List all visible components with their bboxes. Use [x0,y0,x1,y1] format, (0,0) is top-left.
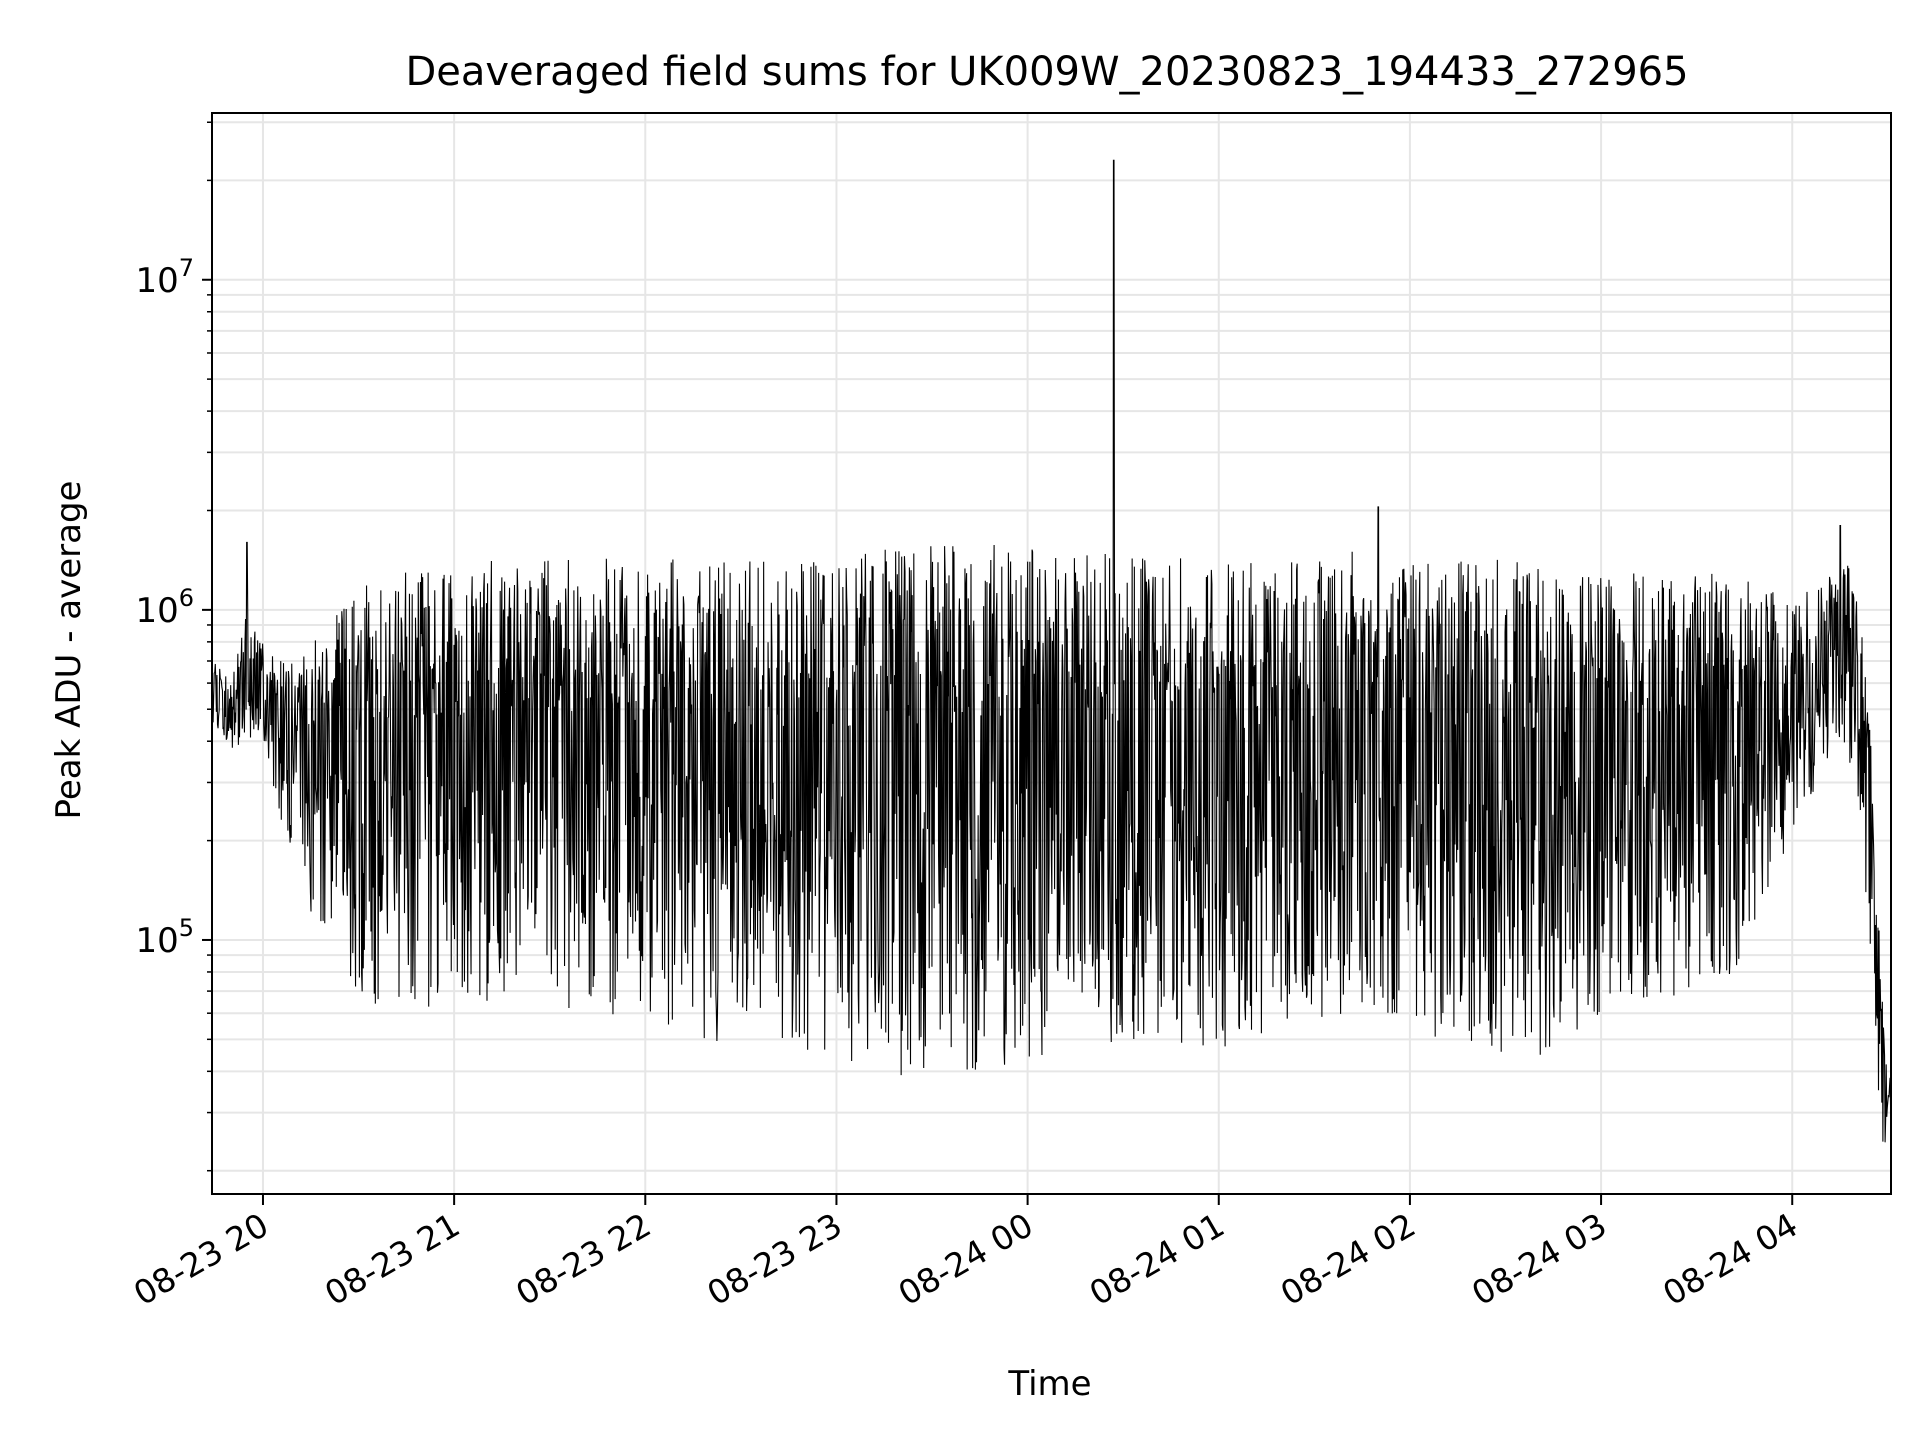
y-axis-label: Peak ADU - average [49,481,89,820]
y-tick-label: 105 [135,914,194,961]
y-tick-exponent: 6 [179,584,194,612]
y-tick-base: 10 [135,261,178,301]
y-tick-exponent: 5 [179,914,194,942]
data-layer [211,159,1892,1143]
y-tick-label: 107 [135,254,194,301]
y-tick-base: 10 [135,591,178,631]
x-axis-label: Time [1007,1364,1091,1404]
data-series-line [211,159,1892,1143]
y-tick-base: 10 [135,921,178,961]
plot-frame [211,112,1892,1195]
y-tick-label: 106 [135,584,194,631]
y-tick-exponent: 7 [179,254,194,282]
chart-title: Deaveraged field sums for UK009W_2023082… [405,49,1688,95]
